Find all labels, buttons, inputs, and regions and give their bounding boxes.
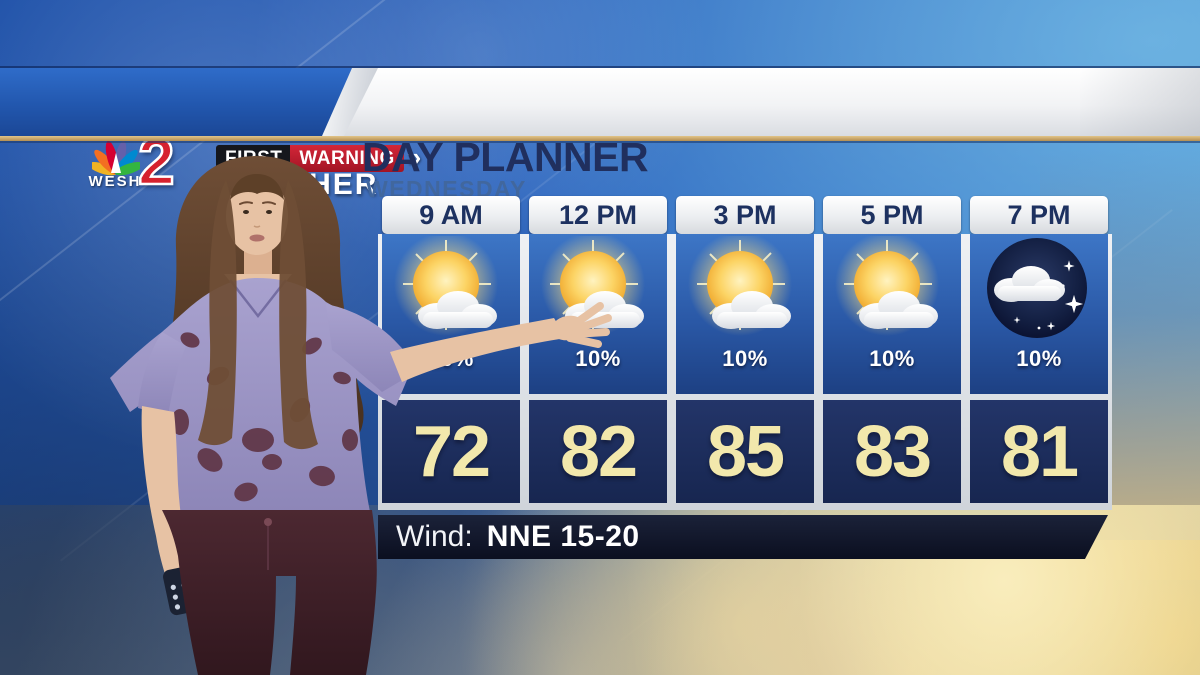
weather-presenter — [110, 156, 612, 675]
forecast-column: 10% 83 — [823, 234, 961, 503]
time-header: 9 AM — [382, 196, 520, 234]
wind-value: NNE 15-20 — [486, 520, 640, 553]
wind-bar: Wind: NNE 15-20 — [378, 515, 1108, 559]
time-header: 12 PM — [529, 196, 667, 234]
page-title: DAY PLANNER — [362, 134, 649, 180]
condition-cell: 10% — [823, 234, 961, 394]
temp-cell: 72 — [382, 400, 520, 503]
day-planner-board: 9 AM 12 PM 3 PM 5 PM 7 PM — [378, 196, 1112, 510]
temperature: 83 — [853, 411, 932, 492]
precip-chance: 10% — [722, 346, 768, 371]
night-cloudy-icon — [987, 238, 1087, 338]
chevrons-icon: » — [406, 142, 422, 172]
forecast-column: 10% 85 — [676, 234, 814, 503]
warning-badge: WARNING — [290, 145, 404, 172]
temp-cell: 85 — [676, 400, 814, 503]
page-subtitle: WEDNESDAY — [366, 176, 527, 202]
partly-cloudy-icon — [835, 236, 939, 336]
forecast-column: 10% 81 — [970, 234, 1108, 503]
condition-cell: 10% — [970, 234, 1108, 394]
time-header: 5 PM — [823, 196, 961, 234]
temp-cell: 81 — [970, 400, 1108, 503]
temp-cell: 83 — [823, 400, 961, 503]
header-bar: WESH 2 FIRST WARNING » WEATHER DAY PLANN… — [0, 66, 1200, 201]
header-blue-panel — [0, 68, 352, 136]
nbc-peacock-icon — [92, 140, 140, 176]
temperature: 85 — [706, 411, 785, 492]
temperature: 82 — [559, 411, 638, 492]
temperature: 72 — [412, 411, 491, 492]
partly-cloudy-icon — [394, 236, 498, 336]
golden-clouds — [640, 540, 1200, 675]
temperature: 81 — [1000, 411, 1079, 492]
condition-cell: 10% — [676, 234, 814, 394]
gold-divider — [0, 136, 1200, 141]
time-header: 3 PM — [676, 196, 814, 234]
wesh-callsign: WESH — [88, 173, 142, 190]
precip-chance: 10% — [869, 346, 915, 371]
precip-chance: 10% — [1016, 346, 1062, 371]
time-header-row: 9 AM 12 PM 3 PM 5 PM 7 PM — [378, 196, 1112, 234]
forecast-grid: 10% 72 — [378, 234, 1112, 510]
wind-label: Wind: — [396, 520, 473, 553]
time-header: 7 PM — [970, 196, 1108, 234]
precip-chance: 10% — [575, 346, 621, 371]
navy-divider — [0, 141, 1200, 143]
partly-cloudy-icon — [688, 236, 792, 336]
temp-cell: 82 — [529, 400, 667, 503]
